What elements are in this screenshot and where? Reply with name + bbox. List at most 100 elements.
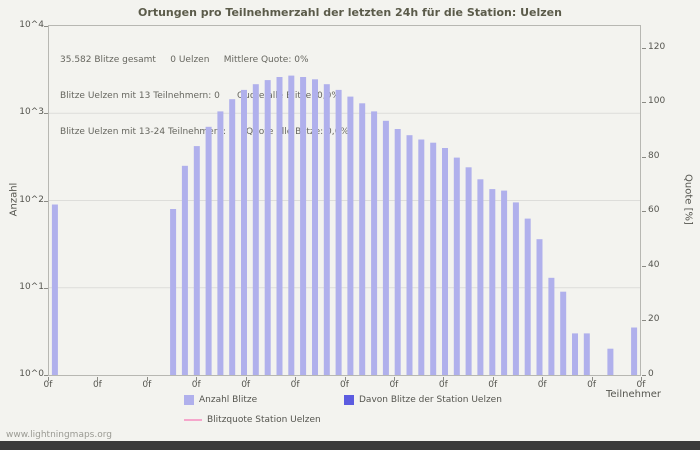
y-axis-tick-label-left: 10^2 bbox=[19, 194, 44, 205]
bar bbox=[241, 89, 247, 376]
watermark: www.lightningmaps.org bbox=[6, 430, 112, 440]
x-axis-tick bbox=[196, 377, 198, 381]
bar bbox=[288, 75, 295, 375]
bar bbox=[382, 120, 389, 375]
bar bbox=[335, 89, 342, 376]
x-axis-tick-label: 0f bbox=[142, 380, 152, 390]
bar bbox=[536, 239, 543, 375]
x-axis-tick-label: 0f bbox=[340, 380, 349, 390]
bar bbox=[489, 189, 496, 375]
legend-square-marker bbox=[344, 395, 354, 405]
bar bbox=[560, 291, 567, 375]
legend-line-marker bbox=[184, 419, 202, 421]
x-axis-title: Teilnehmer bbox=[606, 389, 661, 400]
legend-item: Davon Blitze der Station Uelzen bbox=[344, 395, 502, 405]
x-axis-tick-label: 0f bbox=[92, 380, 102, 390]
y-axis-tick-left bbox=[44, 200, 48, 202]
y-axis-tick-label-right: 120 bbox=[648, 41, 666, 52]
y-axis-title-right: Quote [%] bbox=[682, 174, 694, 225]
x-axis-tick bbox=[393, 377, 395, 381]
bar bbox=[406, 135, 413, 375]
x-axis-tick-label: 0f bbox=[241, 380, 251, 390]
y-axis-tick-label-left: 10^4 bbox=[19, 20, 44, 30]
y-axis-tick-left bbox=[44, 287, 48, 289]
legend-item: Blitzquote Station Uelzen bbox=[184, 415, 321, 425]
y-axis-tick-label-right: 60 bbox=[648, 205, 660, 216]
y-axis-tick-label-right: 0 bbox=[648, 369, 654, 379]
bar bbox=[312, 79, 318, 376]
x-axis-tick bbox=[492, 377, 494, 381]
y-axis-tick-left bbox=[44, 113, 48, 115]
bar bbox=[229, 99, 236, 375]
x-axis-tick bbox=[443, 377, 445, 381]
bar bbox=[453, 157, 460, 375]
bar bbox=[512, 202, 519, 375]
x-axis-tick bbox=[641, 377, 642, 381]
bar bbox=[607, 348, 614, 375]
x-axis-tick bbox=[146, 377, 148, 381]
y-axis-tick-left bbox=[44, 375, 48, 376]
bar bbox=[631, 327, 638, 375]
x-axis-tick bbox=[344, 377, 346, 381]
bar bbox=[465, 167, 472, 375]
x-axis-tick-label: 0f bbox=[488, 380, 498, 390]
y-axis-tick-label-right: 20 bbox=[648, 314, 660, 325]
y-axis-tick-right bbox=[642, 375, 646, 376]
bar bbox=[418, 139, 425, 375]
y-axis-tick-label-right: 40 bbox=[648, 259, 660, 270]
legend-label: Davon Blitze der Station Uelzen bbox=[359, 395, 502, 405]
bar bbox=[501, 190, 508, 375]
x-axis-tick bbox=[591, 377, 593, 381]
legend-item: Anzahl Blitze bbox=[184, 395, 257, 405]
bar bbox=[548, 277, 555, 375]
bar bbox=[394, 129, 401, 375]
x-axis-tick bbox=[295, 377, 297, 381]
bar bbox=[359, 103, 366, 376]
bar bbox=[217, 111, 224, 376]
x-axis-tick bbox=[245, 377, 247, 381]
bar bbox=[347, 96, 354, 375]
x-axis-tick-label: 0f bbox=[636, 380, 646, 390]
x-axis-tick bbox=[48, 377, 49, 381]
chart-title: Ortungen pro Teilnehmerzahl der letzten … bbox=[138, 6, 562, 19]
footer-bar bbox=[0, 441, 700, 450]
bar bbox=[583, 333, 590, 375]
bar bbox=[371, 111, 378, 376]
bar bbox=[51, 204, 58, 375]
y-axis-tick-label-right: 80 bbox=[648, 150, 660, 161]
chart-canvas bbox=[49, 75, 640, 376]
bar bbox=[205, 126, 212, 375]
y-axis-tick-right bbox=[642, 47, 646, 49]
y-axis-tick-right bbox=[642, 211, 646, 213]
bar bbox=[430, 142, 437, 375]
bar bbox=[170, 209, 177, 375]
bar bbox=[276, 77, 283, 375]
y-axis-tick-right bbox=[642, 102, 646, 104]
y-axis-tick-right bbox=[642, 265, 646, 267]
y-axis-tick-label-left: 10^3 bbox=[19, 107, 44, 118]
bar bbox=[264, 80, 271, 375]
legend-label: Anzahl Blitze bbox=[199, 395, 258, 405]
x-axis-tick-label: 0f bbox=[191, 380, 201, 390]
x-axis-tick-label: 0f bbox=[389, 380, 399, 390]
x-axis-tick-label: 0f bbox=[290, 380, 300, 390]
bar bbox=[181, 165, 188, 375]
legend-label: Blitzquote Station Uelzen bbox=[207, 415, 321, 425]
bar bbox=[323, 84, 330, 375]
bar bbox=[477, 179, 484, 375]
bar bbox=[572, 333, 578, 375]
y-axis-tick-left bbox=[44, 26, 48, 27]
y-axis-tick-label-left: 10^0 bbox=[19, 369, 44, 379]
stats-line-total: 35.582 Blitze gesamt 0 Uelzen Mittlere Q… bbox=[60, 55, 309, 65]
y-axis-tick-right bbox=[642, 156, 646, 158]
plot-area bbox=[48, 25, 641, 376]
y-axis-tick-right bbox=[642, 320, 646, 322]
bar bbox=[442, 148, 448, 375]
bar bbox=[252, 84, 259, 375]
x-axis-tick-label: 0f bbox=[537, 380, 547, 390]
legend-square-marker bbox=[184, 395, 194, 405]
y-axis-tick-label-left: 10^1 bbox=[19, 281, 44, 292]
bar bbox=[300, 77, 307, 375]
x-axis-tick bbox=[97, 377, 99, 381]
